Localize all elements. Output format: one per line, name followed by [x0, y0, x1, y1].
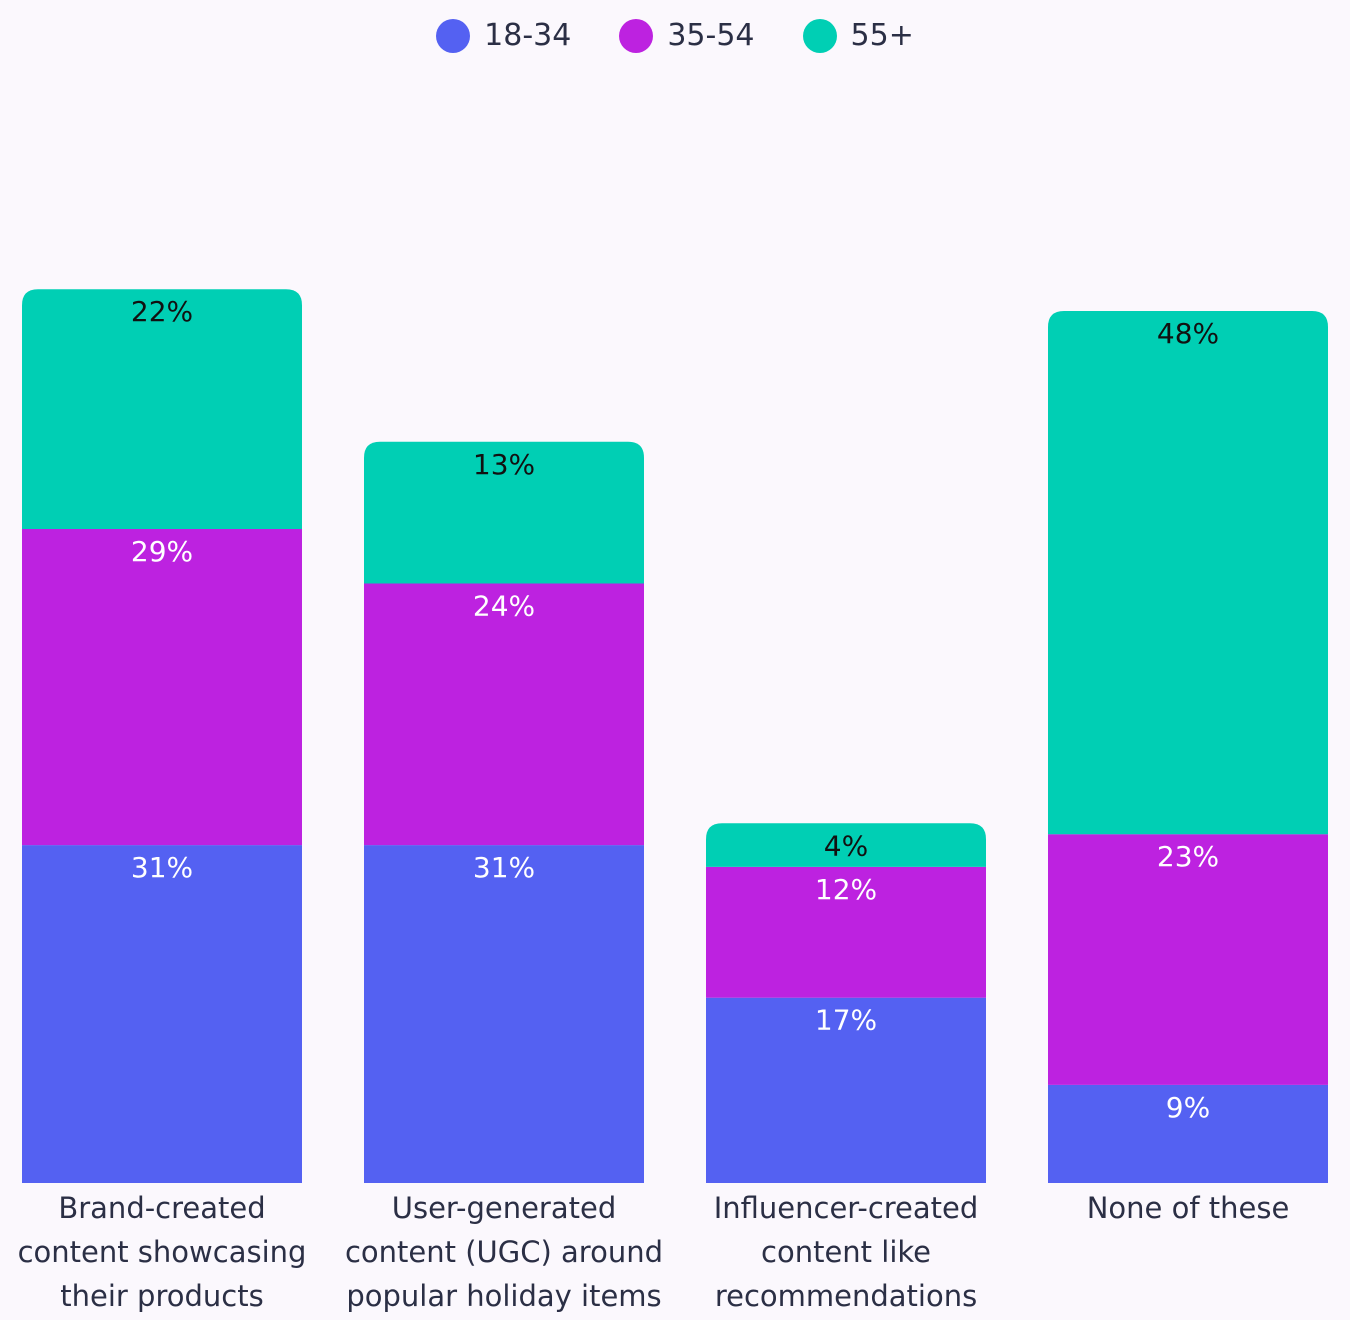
data-label-55-plus-cat-1: 22%: [131, 295, 193, 328]
category-label-1: Brand-created content showcasing their pro…: [2, 1186, 322, 1318]
bar-segment-55-plus-cat-1[interactable]: [22, 289, 302, 529]
legend-swatch-55-plus: [802, 18, 837, 53]
data-label-18-34-cat-4: 9%: [1166, 1091, 1210, 1124]
bar-segment-18-34-cat-1[interactable]: [22, 845, 302, 1183]
data-label-55-plus-cat-2: 13%: [473, 448, 535, 481]
data-label-35-54-cat-1: 29%: [131, 535, 193, 568]
data-label-35-54-cat-4: 23%: [1157, 840, 1219, 873]
category-label-4: None of these: [1028, 1186, 1348, 1230]
bar-segment-55-plus-cat-2[interactable]: [364, 441, 644, 584]
category-label-3-line-1: Influencer-created: [713, 1191, 979, 1225]
data-label-35-54-cat-2: 24%: [473, 590, 535, 623]
bar-segment-55-plus-cat-4[interactable]: [1048, 311, 1328, 835]
category-label-3-line-2: content like: [761, 1235, 931, 1269]
data-label-18-34-cat-1: 31%: [131, 851, 193, 884]
category-label-1-line-1: Brand-created: [58, 1191, 266, 1225]
data-label-18-34-cat-2: 31%: [473, 851, 535, 884]
bar-segment-35-54-cat-2[interactable]: [364, 583, 644, 846]
bar-segment-55-plus-cat-3[interactable]: [706, 823, 986, 867]
bar-segment-35-54-cat-4[interactable]: [1048, 834, 1328, 1085]
legend-item-35-54[interactable]: 35-54: [619, 18, 755, 53]
category-label-2-line-1: User-generated: [391, 1191, 617, 1225]
bar-segment-18-34-cat-2[interactable]: [364, 845, 644, 1183]
category-label-3-line-3: recommendations: [714, 1279, 978, 1313]
category-label-2: User-generated content (UGC) around popula…: [344, 1186, 664, 1318]
legend-label-35-54: 35-54: [667, 18, 755, 53]
legend-label-18-34: 18-34: [484, 18, 572, 53]
data-label-55-plus-cat-3: 4%: [824, 829, 868, 862]
category-label-1-line-3: their products: [60, 1279, 264, 1313]
bar-segment-18-34-cat-4[interactable]: [1048, 1084, 1328, 1183]
bar-segment-35-54-cat-3[interactable]: [706, 866, 986, 998]
category-label-4-line-1: None of these: [1086, 1191, 1290, 1225]
bar-segment-35-54-cat-1[interactable]: [22, 529, 302, 846]
data-label-35-54-cat-3: 12%: [815, 873, 877, 906]
legend-swatch-35-54: [619, 18, 654, 53]
data-label-55-plus-cat-4: 48%: [1157, 317, 1219, 350]
legend-label-55-plus: 55+: [850, 18, 914, 53]
bar-segment-18-34-cat-3[interactable]: [706, 997, 986, 1183]
category-label-2-line-2: content (UGC) around: [344, 1235, 663, 1269]
category-label-3: Influencer-created content like recommenda…: [686, 1186, 1006, 1318]
category-label-2-line-3: popular holiday items: [346, 1279, 662, 1313]
legend-swatch-18-34: [436, 18, 471, 53]
category-label-1-line-2: content showcasing: [17, 1235, 307, 1269]
legend-item-18-34[interactable]: 18-34: [436, 18, 571, 53]
chart-legend: 18-34 35-54 55+: [0, 18, 1350, 53]
legend-item-55-plus[interactable]: 55+: [802, 18, 914, 53]
data-label-18-34-cat-3: 17%: [815, 1004, 877, 1037]
